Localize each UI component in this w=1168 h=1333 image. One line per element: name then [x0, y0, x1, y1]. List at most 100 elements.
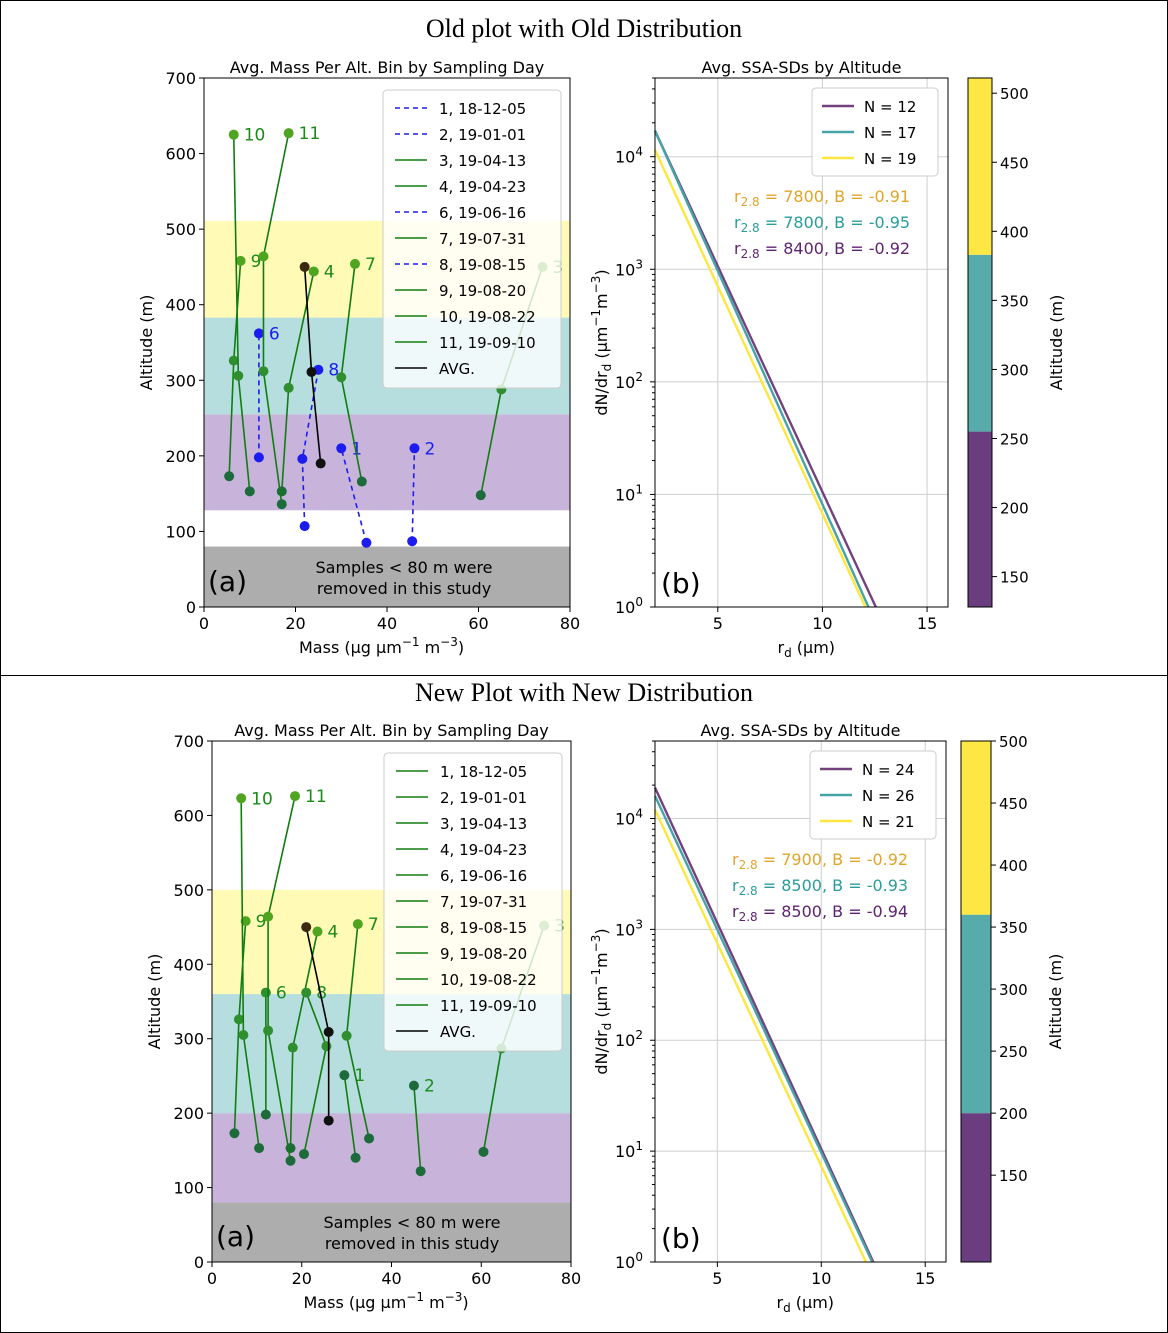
legend-entry-4: 6, 19-06-16 [440, 867, 527, 885]
data-point [364, 1133, 375, 1144]
colorbar-tick-label: 450 [999, 795, 1028, 813]
colorbar-band-2 [961, 741, 991, 915]
y-tick-label: 300 [165, 371, 196, 390]
fit-annotation-1: r2.8 = 8500, B = -0.93 [732, 876, 908, 898]
x-tick-label: 80 [560, 614, 580, 633]
series-line-0 [343, 1075, 357, 1158]
y-tick-label: 700 [165, 69, 196, 88]
sd-y-tick-label: 100 [615, 595, 643, 617]
colorbar-tick-label: 200 [999, 1105, 1028, 1123]
y-tick-label: 400 [173, 955, 204, 974]
legend-entry-1: 2, 19-01-01 [439, 126, 526, 144]
sd-axes-box [654, 740, 947, 1263]
series-line-9 [262, 133, 290, 505]
x-tick-label: 60 [468, 614, 488, 633]
colorbar-frame [960, 740, 992, 1263]
colorbar-band-0 [968, 431, 992, 607]
series-label-1: 2 [424, 439, 435, 459]
y-tick-label: 600 [173, 806, 204, 825]
altitude-band-1 [212, 1113, 571, 1203]
colorbar-tick-label: 350 [1000, 292, 1029, 310]
colorbar-band-0 [961, 1113, 991, 1262]
colorbar-tick-label: 300 [1000, 361, 1029, 379]
x-tick-label: 0 [207, 1269, 217, 1288]
legend-entry-1: 2, 19-01-01 [440, 789, 527, 807]
legend-entry-3: 4, 19-04-23 [439, 178, 526, 196]
sd-y-tick-label: 101 [615, 1139, 643, 1161]
series-label-7: 9 [256, 912, 267, 932]
y-tick-label: 600 [165, 145, 196, 164]
sd-x-axis-label: rd (µm) [778, 638, 836, 660]
series-label-6: 8 [328, 361, 339, 381]
sd-series-line-0 [653, 787, 875, 1263]
colorbar-label: Altitude (m) [1046, 954, 1065, 1050]
sd-y-tick-label: 104 [615, 145, 643, 167]
panel-label-b: (b) [661, 1222, 701, 1255]
removed-note-line2: removed in this study [325, 1234, 499, 1253]
fit-annotation-1: r2.8 = 7800, B = -0.95 [734, 213, 910, 235]
colorbar-tick-label: 150 [999, 1167, 1028, 1185]
sd-x-axis-label: rd (µm) [777, 1293, 835, 1315]
sd-y-axis-label: dN/drd (µm−1m−3) [589, 928, 614, 1074]
y-tick-label: 700 [173, 732, 204, 751]
legend-entry-2: 3, 19-04-13 [439, 152, 526, 170]
sd-y-tick-label: 103 [615, 917, 643, 939]
data-point [408, 1080, 419, 1091]
mass-y-axis-label: Altitude (m) [137, 295, 156, 391]
data-point [260, 1109, 271, 1120]
data-point [228, 129, 239, 140]
sd-legend-entry-0: N = 24 [862, 761, 914, 779]
series-label-9: 11 [305, 787, 327, 807]
legend-entry-10: AVG. [440, 1023, 476, 1041]
sd-legend-entry-2: N = 21 [862, 813, 914, 831]
data-point [321, 1041, 332, 1052]
y-tick-label: 200 [173, 1104, 204, 1123]
sd-y-tick-label: 104 [615, 806, 643, 828]
legend-entry-0: 1, 18-12-05 [439, 100, 526, 118]
legend-entry-9: 11, 19-09-10 [439, 334, 536, 352]
data-point [323, 1027, 334, 1038]
sd-x-tick-label: 15 [915, 1269, 935, 1288]
sd-legend-entry-0: N = 12 [864, 98, 916, 116]
sd-legend-entry-1: N = 17 [864, 124, 916, 142]
x-tick-label: 60 [471, 1269, 491, 1288]
data-point [229, 1128, 240, 1139]
sd-series-line-1 [653, 795, 874, 1263]
data-point [356, 476, 367, 487]
fit-annotation-0: r2.8 = 7900, B = -0.92 [732, 850, 908, 872]
series-label-8: 10 [244, 126, 266, 146]
legend-entry-8: 10, 19-08-22 [439, 308, 536, 326]
data-point [258, 366, 269, 377]
data-point [407, 536, 418, 547]
sd-series-line-2 [653, 809, 868, 1263]
data-point [336, 443, 347, 454]
data-point [306, 366, 317, 377]
x-tick-label: 40 [381, 1269, 401, 1288]
data-point [263, 1025, 274, 1036]
series-label-3: 4 [324, 262, 335, 282]
panel-label-a: (a) [216, 1220, 255, 1253]
data-point [301, 987, 312, 998]
data-point [254, 1143, 265, 1154]
legend-entry-7: 9, 19-08-20 [439, 282, 526, 300]
sd-legend-box [809, 750, 937, 840]
x-tick-label: 0 [199, 614, 209, 633]
data-point [260, 987, 271, 998]
sd-plot-title: Avg. SSA-SDs by Altitude [702, 58, 902, 77]
y-tick-label: 100 [165, 522, 196, 541]
altitude-band-0 [212, 1202, 571, 1262]
y-tick-label: 500 [165, 220, 196, 239]
mass-plot-title: Avg. Mass Per Alt. Bin by Sampling Day [234, 721, 549, 740]
data-point [290, 791, 301, 802]
legend-entry-8: 10, 19-08-22 [440, 971, 537, 989]
sd-legend-entry-2: N = 19 [864, 150, 916, 168]
panel-label-a: (a) [208, 565, 247, 598]
colorbar-band-1 [961, 914, 991, 1114]
legend-entry-5: 7, 19-07-31 [439, 230, 526, 248]
x-tick-label: 20 [292, 1269, 312, 1288]
panel-label-b: (b) [661, 567, 701, 600]
data-point [276, 486, 287, 497]
y-tick-label: 0 [186, 598, 196, 617]
sd-x-tick-label: 10 [811, 1269, 831, 1288]
